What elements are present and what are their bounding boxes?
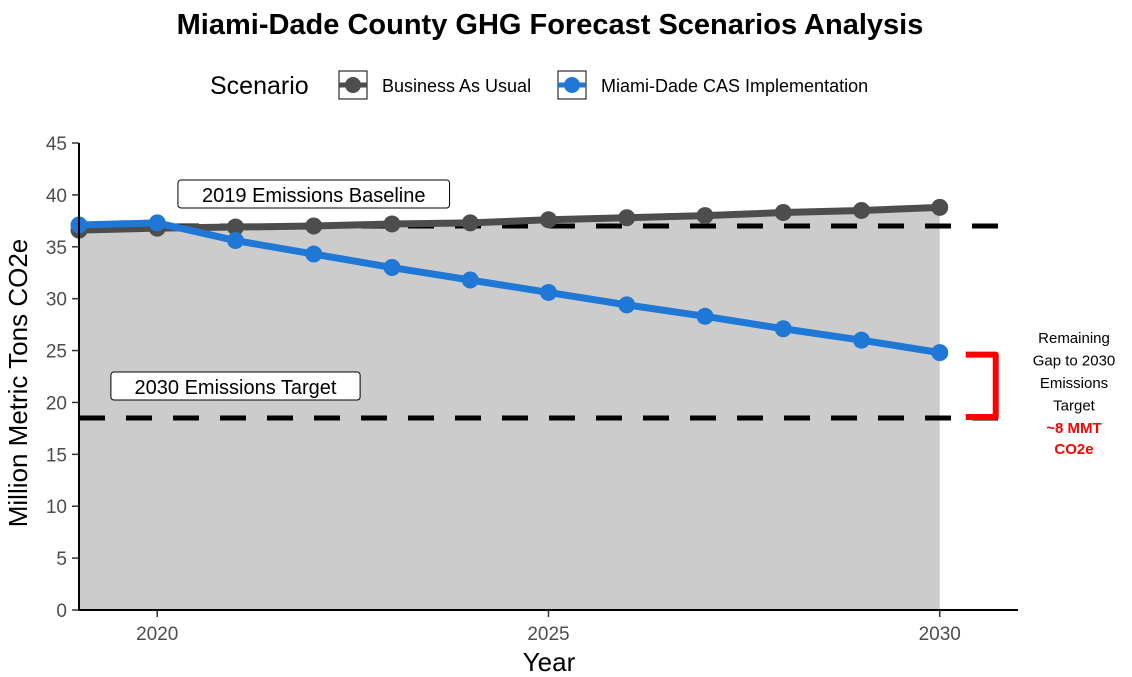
y-tick-label-20: 20	[46, 393, 67, 414]
series-1-point-6	[540, 283, 557, 301]
y-tick-label-45: 45	[46, 134, 67, 155]
gap-note-line-3: Target	[1053, 398, 1096, 415]
legend-title: Scenario	[210, 72, 309, 100]
legend: Scenario Business As Usual Miami-Dade CA…	[210, 70, 868, 100]
series-0-point-3	[305, 217, 323, 235]
gap-note-line-2: Emissions	[1040, 375, 1108, 392]
gap-bracket	[965, 351, 999, 421]
series-1-point-4	[383, 259, 401, 277]
x-tick-label-2020: 2020	[136, 624, 178, 645]
x-tick-label-2030: 2030	[919, 624, 961, 645]
series-line-0	[75, 203, 944, 234]
gap-note-line-0: Remaining	[1038, 330, 1110, 347]
y-tick-label-25: 25	[46, 342, 67, 363]
series-0-point-4	[383, 215, 401, 233]
x-axis-title: Year	[523, 647, 576, 677]
series-1-point-2	[227, 232, 244, 250]
legend-key-cas-dot	[564, 77, 580, 93]
series-0-point-7	[618, 209, 636, 227]
series-1-point-1	[148, 214, 166, 232]
series-1-point-11	[931, 344, 949, 362]
series-1-point-7	[618, 296, 636, 314]
series-0-point-10	[853, 201, 870, 219]
series-1-point-10	[853, 331, 870, 349]
chart-title: Miami-Dade County GHG Forecast Scenarios…	[177, 9, 924, 41]
plot-area: 2019 Emissions Baseline 2030 Emissions Ta…	[46, 134, 1018, 645]
series-1-point-5	[461, 271, 479, 289]
y-tick-label-30: 30	[46, 290, 67, 311]
gap-note-highlight-1: CO2e	[1054, 441, 1093, 458]
reference-label-box-1	[110, 371, 361, 401]
series-0-point-2	[227, 218, 244, 236]
series-0-point-8	[696, 207, 714, 225]
reference-label-0: 2019 Emissions Baseline	[202, 185, 425, 207]
gap-note-highlight-0: ~8 MMT	[1046, 420, 1101, 437]
series-0-point-6	[540, 211, 557, 229]
series-1-point-8	[696, 307, 714, 325]
reference-label-1: 2030 Emissions Target	[135, 377, 337, 399]
area-fill	[79, 207, 940, 610]
y-tick-label-15: 15	[46, 445, 67, 466]
legend-label-bau: Business As Usual	[382, 76, 531, 96]
legend-key-bau-dot	[345, 77, 361, 93]
gap-note: Remaining Gap to 2030 Emissions Target ~8 MM…	[965, 330, 1116, 458]
series-0-point-5	[461, 214, 479, 232]
y-tick-label-5: 5	[56, 549, 67, 570]
gap-note-line-1: Gap to 2030	[1033, 353, 1116, 370]
y-tick-label-35: 35	[46, 238, 67, 259]
series-1-point-3	[305, 245, 323, 263]
series-0-point-9	[774, 204, 792, 222]
series-1-point-9	[774, 320, 792, 338]
series-0-point-11	[931, 198, 949, 216]
y-tick-label-10: 10	[46, 497, 67, 518]
reference-label-box-0	[177, 179, 451, 209]
series-line-1	[75, 219, 944, 357]
y-tick-label-0: 0	[56, 601, 67, 622]
y-axis-title: Million Metric Tons CO2e	[3, 239, 33, 528]
y-tick-label-40: 40	[46, 186, 67, 207]
legend-label-cas: Miami-Dade CAS Implementation	[601, 76, 868, 96]
x-tick-label-2025: 2025	[527, 624, 569, 645]
